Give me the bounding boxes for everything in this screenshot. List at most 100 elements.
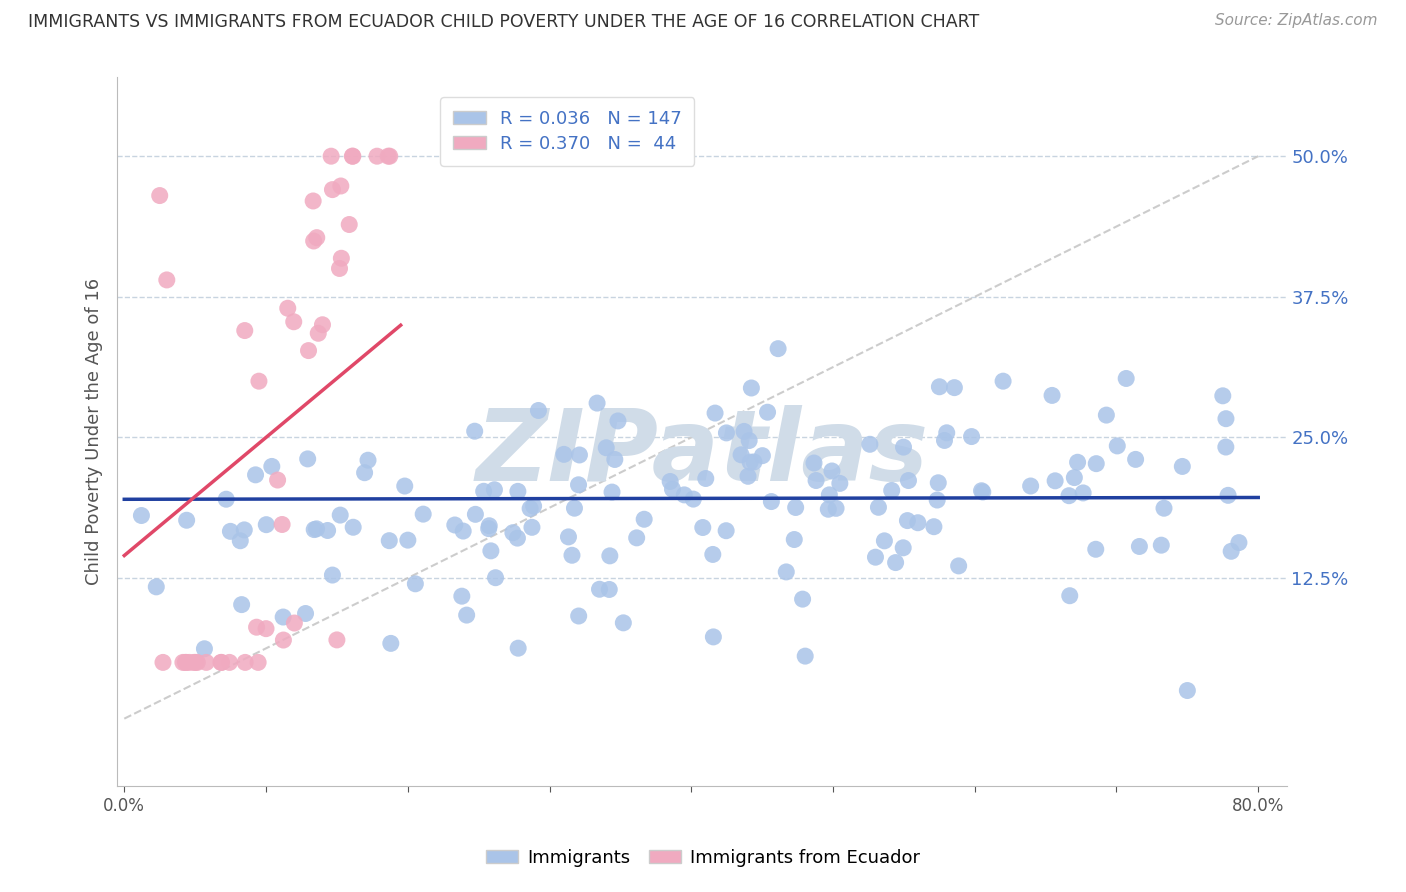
Point	[404, 576, 426, 591]
Point	[273, 633, 295, 648]
Point	[484, 571, 506, 585]
Point	[922, 519, 945, 533]
Point	[568, 609, 591, 624]
Point	[271, 517, 294, 532]
Point	[818, 488, 841, 502]
Point	[1084, 542, 1107, 557]
Point	[377, 149, 399, 163]
Point	[742, 455, 765, 469]
Point	[1019, 479, 1042, 493]
Point	[682, 492, 704, 507]
Point	[266, 473, 288, 487]
Point	[586, 396, 609, 410]
Point	[297, 451, 319, 466]
Point	[342, 149, 364, 163]
Point	[1215, 440, 1237, 454]
Point	[859, 437, 882, 451]
Point	[1212, 389, 1234, 403]
Point	[588, 582, 610, 597]
Point	[991, 374, 1014, 388]
Point	[271, 610, 294, 624]
Point	[366, 149, 388, 163]
Point	[865, 550, 887, 565]
Point	[695, 471, 717, 485]
Point	[659, 475, 682, 489]
Point	[897, 474, 920, 488]
Point	[294, 607, 316, 621]
Point	[751, 449, 773, 463]
Point	[884, 556, 907, 570]
Legend: Immigrants, Immigrants from Ecuador: Immigrants, Immigrants from Ecuador	[478, 842, 928, 874]
Point	[740, 381, 762, 395]
Point	[794, 649, 817, 664]
Point	[184, 656, 207, 670]
Point	[464, 424, 486, 438]
Point	[218, 656, 240, 670]
Point	[215, 492, 238, 507]
Point	[443, 518, 465, 533]
Point	[152, 656, 174, 670]
Point	[775, 565, 797, 579]
Point	[145, 580, 167, 594]
Point	[329, 179, 352, 194]
Point	[1220, 544, 1243, 558]
Point	[702, 548, 724, 562]
Point	[229, 533, 252, 548]
Point	[716, 425, 738, 440]
Point	[737, 469, 759, 483]
Legend: R = 0.036   N = 147, R = 0.370   N =  44: R = 0.036 N = 147, R = 0.370 N = 44	[440, 97, 695, 166]
Point	[342, 149, 364, 163]
Point	[603, 452, 626, 467]
Point	[176, 656, 198, 670]
Point	[1115, 371, 1137, 385]
Point	[302, 523, 325, 537]
Point	[380, 636, 402, 650]
Point	[330, 252, 353, 266]
Point	[172, 656, 194, 670]
Point	[508, 641, 530, 656]
Point	[1040, 388, 1063, 402]
Point	[316, 524, 339, 538]
Point	[1059, 589, 1081, 603]
Point	[378, 533, 401, 548]
Point	[821, 464, 844, 478]
Point	[254, 622, 277, 636]
Point	[1095, 408, 1118, 422]
Point	[873, 533, 896, 548]
Point	[891, 541, 914, 555]
Point	[321, 149, 343, 163]
Point	[247, 656, 270, 670]
Point	[342, 520, 364, 534]
Point	[456, 608, 478, 623]
Point	[357, 453, 380, 467]
Point	[450, 589, 472, 603]
Point	[1215, 411, 1237, 425]
Point	[329, 508, 352, 522]
Point	[394, 479, 416, 493]
Point	[1125, 452, 1147, 467]
Point	[149, 188, 172, 202]
Point	[740, 455, 762, 469]
Point	[1153, 501, 1175, 516]
Point	[893, 440, 915, 454]
Point	[970, 483, 993, 498]
Point	[233, 656, 256, 670]
Point	[260, 459, 283, 474]
Point	[702, 630, 724, 644]
Point	[231, 598, 253, 612]
Point	[907, 516, 929, 530]
Point	[792, 592, 814, 607]
Point	[321, 568, 343, 582]
Point	[567, 477, 589, 491]
Point	[714, 524, 737, 538]
Point	[353, 466, 375, 480]
Point	[311, 318, 333, 332]
Point	[302, 194, 325, 208]
Point	[817, 502, 839, 516]
Point	[337, 218, 360, 232]
Point	[484, 483, 506, 497]
Point	[561, 548, 583, 562]
Point	[756, 405, 779, 419]
Point	[233, 324, 256, 338]
Point	[297, 343, 319, 358]
